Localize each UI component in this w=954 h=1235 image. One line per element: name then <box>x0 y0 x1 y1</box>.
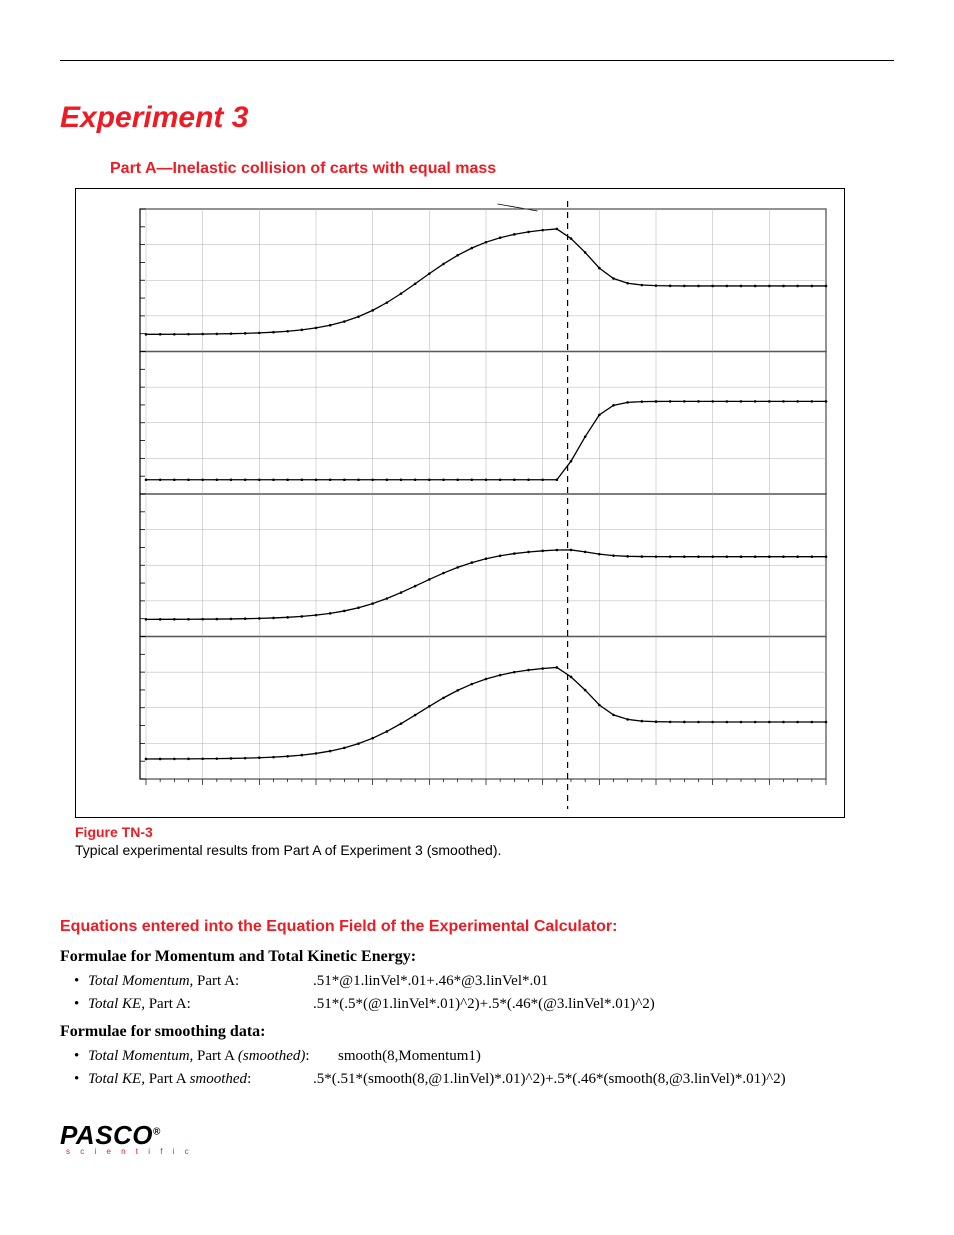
formula-rhs: .51*@1.linVel*.01+.46*@3.linVel*.01 <box>313 970 894 993</box>
formula-rhs: .51*(.5*(@1.linVel*.01)^2)+.5*(.46*(@3.l… <box>313 993 894 1016</box>
bullet-icon: • <box>74 970 88 993</box>
formula-rhs: .5*(.51*(smooth(8,@1.linVel)*.01)^2)+.5*… <box>313 1068 894 1091</box>
formula-row-ke-a: • Total KE, Part A: .51*(.5*(@1.linVel*.… <box>74 993 894 1016</box>
formula-label: Total KE, Part A smoothed: <box>88 1068 313 1091</box>
bullet-icon: • <box>74 993 88 1016</box>
formula-label: Total Momentum, Part A: <box>88 970 313 993</box>
equations-section-title: Equations entered into the Equation Fiel… <box>60 918 894 936</box>
bullet-icon: • <box>74 1045 88 1068</box>
figure-frame <box>75 188 845 818</box>
formulae-heading-2: Formulae for smoothing data: <box>60 1023 894 1041</box>
formula-rhs: smooth(8,Momentum1) <box>338 1045 894 1068</box>
bullet-icon: • <box>74 1068 88 1091</box>
figure-label: Figure TN-3 <box>75 824 894 840</box>
formula-label: Total Momentum, Part A (smoothed): <box>88 1045 338 1068</box>
logo-block: PASCO® s c i e n t i f i c <box>60 1120 894 1156</box>
formulae-heading-1: Formulae for Momentum and Total Kinetic … <box>60 948 894 966</box>
formula-label: Total KE, Part A: <box>88 993 313 1016</box>
pasco-subtitle: s c i e n t i f i c <box>66 1147 894 1156</box>
experiment-title: Experiment 3 <box>60 101 894 135</box>
chart-svg <box>76 189 846 819</box>
formula-row-momentum-a: • Total Momentum, Part A: .51*@1.linVel*… <box>74 970 894 993</box>
figure-caption: Typical experimental results from Part A… <box>75 842 894 858</box>
formula-row-ke-smoothed: • Total KE, Part A smoothed: .5*(.51*(sm… <box>74 1068 894 1091</box>
part-title: Part A—Inelastic collision of carts with… <box>110 160 894 178</box>
top-rule <box>60 60 894 61</box>
formula-row-momentum-smoothed: • Total Momentum, Part A (smoothed): smo… <box>74 1045 894 1068</box>
